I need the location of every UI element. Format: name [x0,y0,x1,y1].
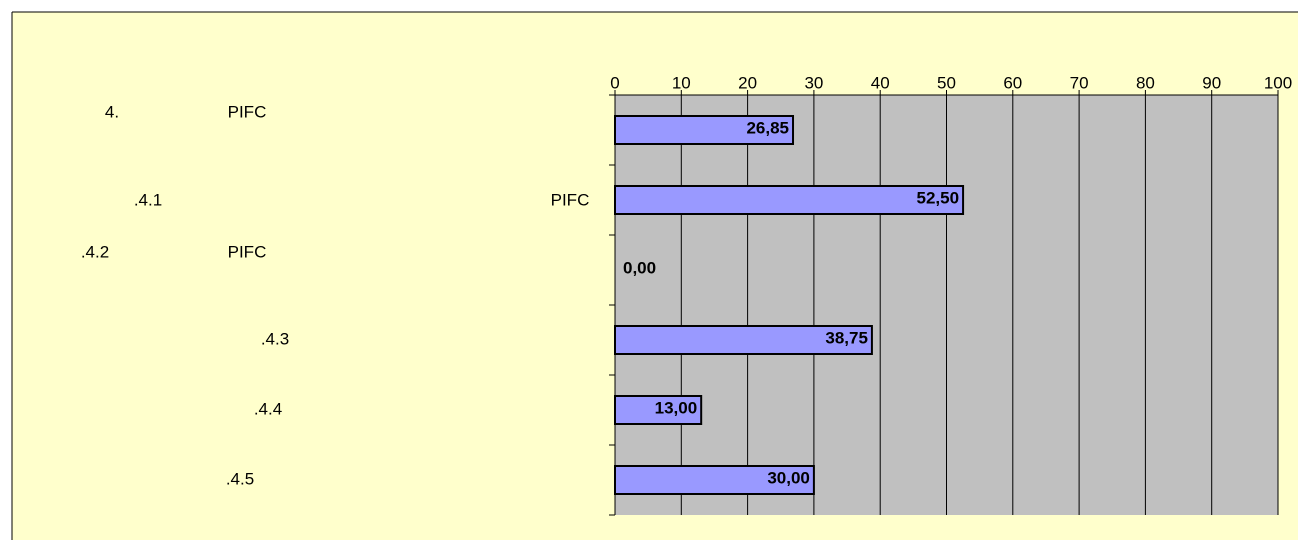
bar [614,395,703,425]
x-tick-label: 30 [804,73,823,92]
x-tick-label: 70 [1070,73,1089,92]
value-label: 0,00 [623,258,656,277]
category-label: .4.2 [81,242,109,261]
value-label: 13,00 [655,398,698,417]
category-label: PIFC [551,190,590,209]
category-label: .4.4 [254,399,282,418]
bar [614,325,873,355]
value-label: 30,00 [767,468,810,487]
category-label: 4. [105,102,119,121]
x-tick-label: 100 [1264,73,1292,92]
x-tick-label: 50 [937,73,956,92]
bar [614,465,815,495]
x-tick-label: 90 [1202,73,1221,92]
x-tick-label: 20 [738,73,757,92]
value-label: 52,50 [917,188,960,207]
x-tick-label: 10 [672,73,691,92]
x-tick-label: 0 [610,73,619,92]
category-label: .4.1 [134,190,162,209]
x-tick-label: 80 [1136,73,1155,92]
x-tick-label: 40 [871,73,890,92]
bar [614,115,795,145]
category-label: .4.3 [261,329,289,348]
category-label: PIFC [228,242,267,261]
x-tick-label: 60 [1003,73,1022,92]
value-label: 26,85 [746,118,789,137]
category-label: .4.5 [226,469,254,488]
bar [614,185,965,215]
value-label: 38,75 [825,328,868,347]
category-label: PIFC [228,102,267,121]
